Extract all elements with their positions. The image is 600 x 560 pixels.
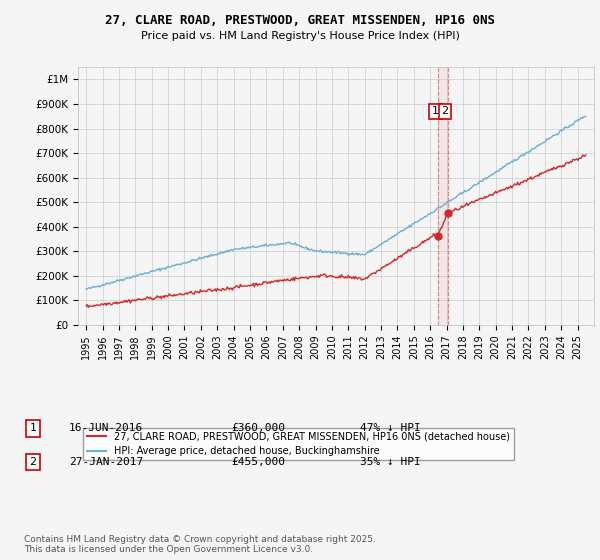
Text: Contains HM Land Registry data © Crown copyright and database right 2025.
This d: Contains HM Land Registry data © Crown c… [24, 535, 376, 554]
Text: Price paid vs. HM Land Registry's House Price Index (HPI): Price paid vs. HM Land Registry's House … [140, 31, 460, 41]
Bar [437, 67, 448, 325]
Text: 2: 2 [29, 457, 37, 467]
Text: 35% ↓ HPI: 35% ↓ HPI [360, 457, 421, 467]
Text: 27-JAN-2017: 27-JAN-2017 [69, 457, 143, 467]
Legend: 27, CLARE ROAD, PRESTWOOD, GREAT MISSENDEN, HP16 0NS (detached house), HPI: Aver: 27, CLARE ROAD, PRESTWOOD, GREAT MISSEND… [83, 427, 514, 460]
Text: 2: 2 [442, 106, 449, 116]
Text: £360,000: £360,000 [231, 423, 285, 433]
Text: 27, CLARE ROAD, PRESTWOOD, GREAT MISSENDEN, HP16 0NS: 27, CLARE ROAD, PRESTWOOD, GREAT MISSEND… [105, 14, 495, 27]
Text: £455,000: £455,000 [231, 457, 285, 467]
Text: 1: 1 [432, 106, 439, 116]
Text: 47% ↓ HPI: 47% ↓ HPI [360, 423, 421, 433]
Text: 1: 1 [29, 423, 37, 433]
Text: 16-JUN-2016: 16-JUN-2016 [69, 423, 143, 433]
